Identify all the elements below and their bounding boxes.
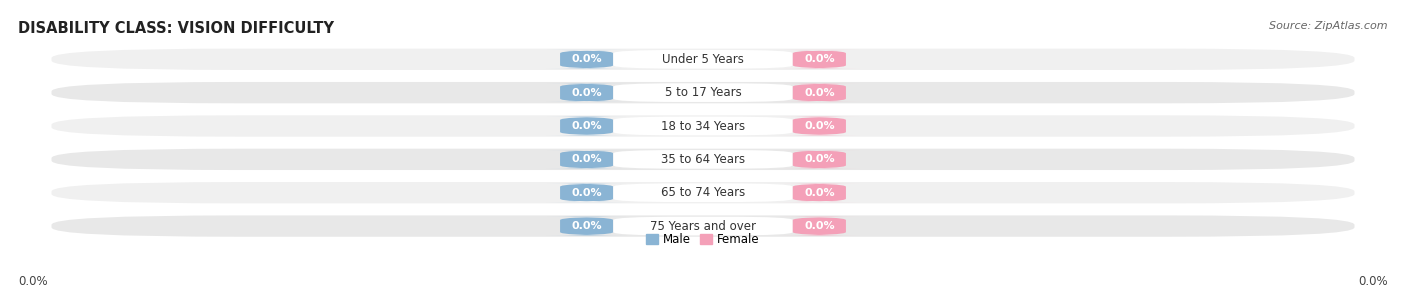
FancyBboxPatch shape — [613, 183, 793, 202]
FancyBboxPatch shape — [52, 82, 1354, 103]
FancyBboxPatch shape — [547, 183, 627, 202]
Text: 0.0%: 0.0% — [804, 154, 835, 164]
FancyBboxPatch shape — [547, 83, 627, 102]
Text: 0.0%: 0.0% — [18, 275, 48, 288]
Text: 0.0%: 0.0% — [571, 121, 602, 131]
Text: 0.0%: 0.0% — [804, 121, 835, 131]
FancyBboxPatch shape — [547, 217, 627, 235]
Text: 0.0%: 0.0% — [571, 154, 602, 164]
FancyBboxPatch shape — [613, 117, 793, 135]
FancyBboxPatch shape — [613, 83, 793, 102]
Text: 0.0%: 0.0% — [571, 221, 602, 231]
FancyBboxPatch shape — [779, 217, 859, 235]
FancyBboxPatch shape — [613, 150, 793, 169]
FancyBboxPatch shape — [779, 150, 859, 169]
Text: 18 to 34 Years: 18 to 34 Years — [661, 120, 745, 132]
Text: Source: ZipAtlas.com: Source: ZipAtlas.com — [1270, 21, 1388, 31]
Text: 35 to 64 Years: 35 to 64 Years — [661, 153, 745, 166]
FancyBboxPatch shape — [547, 50, 627, 69]
FancyBboxPatch shape — [547, 150, 627, 169]
FancyBboxPatch shape — [779, 183, 859, 202]
Text: Under 5 Years: Under 5 Years — [662, 53, 744, 66]
Text: 0.0%: 0.0% — [571, 88, 602, 98]
FancyBboxPatch shape — [613, 50, 793, 69]
Text: 5 to 17 Years: 5 to 17 Years — [665, 86, 741, 99]
FancyBboxPatch shape — [52, 182, 1354, 203]
Text: DISABILITY CLASS: VISION DIFFICULTY: DISABILITY CLASS: VISION DIFFICULTY — [18, 21, 335, 36]
Text: 0.0%: 0.0% — [804, 88, 835, 98]
FancyBboxPatch shape — [547, 117, 627, 135]
FancyBboxPatch shape — [779, 83, 859, 102]
FancyBboxPatch shape — [52, 149, 1354, 170]
Text: 0.0%: 0.0% — [571, 54, 602, 64]
FancyBboxPatch shape — [779, 117, 859, 135]
Text: 0.0%: 0.0% — [804, 188, 835, 198]
Text: 0.0%: 0.0% — [804, 54, 835, 64]
FancyBboxPatch shape — [52, 115, 1354, 137]
Text: 0.0%: 0.0% — [804, 221, 835, 231]
FancyBboxPatch shape — [779, 50, 859, 69]
Text: 0.0%: 0.0% — [1358, 275, 1388, 288]
FancyBboxPatch shape — [52, 215, 1354, 237]
FancyBboxPatch shape — [52, 48, 1354, 70]
Legend: Male, Female: Male, Female — [647, 233, 759, 246]
Text: 75 Years and over: 75 Years and over — [650, 220, 756, 233]
FancyBboxPatch shape — [613, 217, 793, 235]
Text: 0.0%: 0.0% — [571, 188, 602, 198]
Text: 65 to 74 Years: 65 to 74 Years — [661, 186, 745, 199]
